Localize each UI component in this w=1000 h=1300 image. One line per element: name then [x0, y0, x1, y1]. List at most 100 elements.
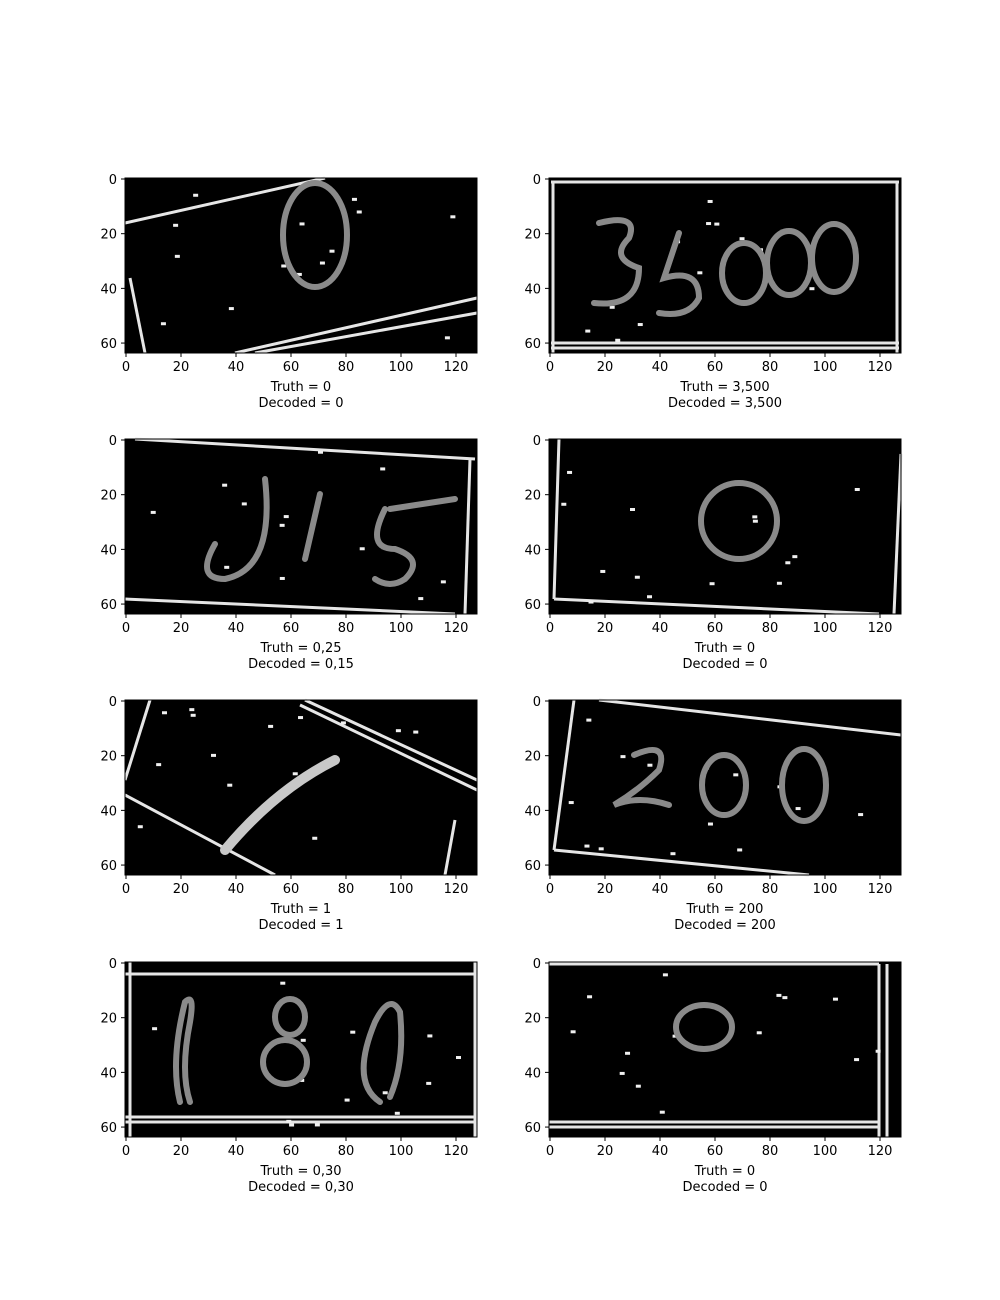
handwriting-stroke [809, 221, 859, 295]
image-background [125, 700, 477, 875]
x-tick-label: 40 [228, 1144, 245, 1159]
noise-speck [714, 222, 720, 226]
truth-label: Truth = 1 [270, 902, 332, 917]
sample-panel: 0 20 40 60 80 100 120 0 20 40 60 Truth = 0,25 Decode… [85, 429, 525, 679]
frame-line [128, 277, 147, 354]
x-tick-label: 100 [813, 1144, 838, 1159]
sample-image-axes: 0 20 40 60 80 100 120 0 20 40 60 [100, 173, 478, 375]
x-tick-label: 120 [444, 1144, 469, 1159]
x-tick-label: 20 [597, 1144, 614, 1159]
y-tick-label: 40 [100, 804, 117, 819]
handwriting-stroke [302, 491, 323, 562]
noise-speck [707, 822, 713, 826]
y-tick-label: 0 [533, 695, 541, 710]
frame-line [123, 699, 152, 781]
noise-speck [280, 981, 286, 985]
axes-frame [124, 177, 478, 354]
x-tick-label: 100 [813, 360, 838, 375]
x-tick-label: 120 [444, 621, 469, 636]
y-tick-label: 40 [524, 804, 541, 819]
sample-caption: Truth = 0,25 Decoded = 0,15 [125, 641, 477, 673]
noise-speck [190, 713, 196, 717]
axes-frame [124, 699, 478, 876]
x-tick-label: 20 [173, 360, 190, 375]
noise-speck [600, 569, 606, 573]
frame-line [463, 458, 472, 615]
y-tick-label: 20 [524, 1012, 541, 1027]
noise-speck [586, 718, 592, 722]
noise-speck [279, 523, 285, 527]
y-tick-label: 40 [100, 543, 117, 558]
x-tick-label: 60 [707, 1144, 724, 1159]
noise-speck [792, 555, 798, 559]
sample-panel: 0 20 40 60 80 100 120 0 20 40 60 Truth = 0 Decoded =… [509, 429, 949, 679]
sample-caption: Truth = 0 Decoded = 0 [125, 380, 477, 412]
y-tick-label: 60 [524, 859, 541, 874]
x-tick-label: 60 [283, 1144, 300, 1159]
truth-label: Truth = 0,25 [260, 641, 342, 656]
noise-speck [281, 264, 287, 268]
truth-label: Truth = 0 [694, 641, 756, 656]
y-tick-label: 0 [109, 957, 117, 972]
x-tick-label: 80 [338, 621, 355, 636]
noise-speck [317, 450, 323, 454]
noise-speck [344, 1098, 350, 1102]
x-tick-label: 0 [122, 360, 130, 375]
handwriting-stroke [220, 755, 340, 855]
noise-speck [137, 825, 143, 829]
noise-speck [635, 1084, 641, 1088]
noise-speck [241, 502, 247, 506]
decoded-label: Decoded = 200 [674, 918, 776, 933]
sample-panel: 0 20 40 60 80 100 120 0 20 40 60 Truth = 3,500 Decod… [509, 168, 949, 418]
y-tick-label: 20 [524, 750, 541, 765]
sample-caption: Truth = 0,30 Decoded = 0,30 [125, 1164, 477, 1196]
sample-panel: 0 20 40 60 80 100 120 0 20 40 60 Truth = 0,30 Decode… [85, 952, 525, 1202]
noise-speck [570, 1030, 576, 1034]
noise-speck [394, 1111, 400, 1115]
noise-speck [298, 716, 304, 720]
noise-speck [156, 763, 162, 767]
sample-panel: 0 20 40 60 80 100 120 0 20 40 60 Truth = 1 Decoded =… [85, 690, 525, 940]
frame-line [892, 453, 903, 615]
noise-speck [659, 1110, 665, 1114]
noise-speck [314, 1123, 320, 1127]
noise-speck [809, 287, 815, 291]
x-tick-label: 120 [868, 882, 893, 897]
noise-speck [161, 711, 167, 715]
sample-panel: 0 20 40 60 80 100 120 0 20 40 60 Truth = 200 Decoded… [509, 690, 949, 940]
noise-speck [427, 1034, 433, 1038]
noise-speck [329, 249, 335, 253]
handwriting-stroke [612, 747, 672, 808]
noise-speck [351, 197, 357, 201]
noise-speck [228, 307, 234, 311]
noise-speck [289, 1123, 295, 1127]
noise-speck [709, 582, 715, 586]
x-tick-label: 80 [338, 1144, 355, 1159]
noise-speck [620, 755, 626, 759]
y-tick-label: 0 [533, 434, 541, 449]
x-tick-label: 0 [122, 1144, 130, 1159]
handwriting-stroke [260, 1037, 310, 1087]
sample-caption: Truth = 0 Decoded = 0 [549, 641, 901, 673]
sample-image-axes: 0 20 40 60 80 100 120 0 20 40 60 [100, 695, 478, 897]
sample-panel: 0 20 40 60 80 100 120 0 20 40 60 Truth = 0 Decoded =… [509, 952, 949, 1202]
x-tick-label: 100 [389, 360, 414, 375]
decoded-label: Decoded = 3,500 [668, 396, 782, 411]
x-tick-label: 80 [762, 1144, 779, 1159]
x-tick-label: 80 [338, 882, 355, 897]
frame-line [254, 311, 478, 355]
noise-speck [785, 561, 791, 565]
x-tick-label: 0 [546, 882, 554, 897]
frame-line [124, 176, 326, 225]
handwriting-stroke [699, 752, 749, 818]
noise-speck [561, 502, 567, 506]
noise-speck [359, 547, 365, 551]
image-background [549, 439, 901, 614]
sample-image-axes: 0 20 40 60 80 100 120 0 20 40 60 [524, 695, 902, 897]
noise-speck [340, 721, 346, 725]
x-tick-label: 40 [228, 621, 245, 636]
noise-speck [598, 847, 604, 851]
noise-speck [706, 222, 712, 226]
handwriting-stroke [779, 746, 829, 824]
noise-speck [739, 237, 745, 241]
